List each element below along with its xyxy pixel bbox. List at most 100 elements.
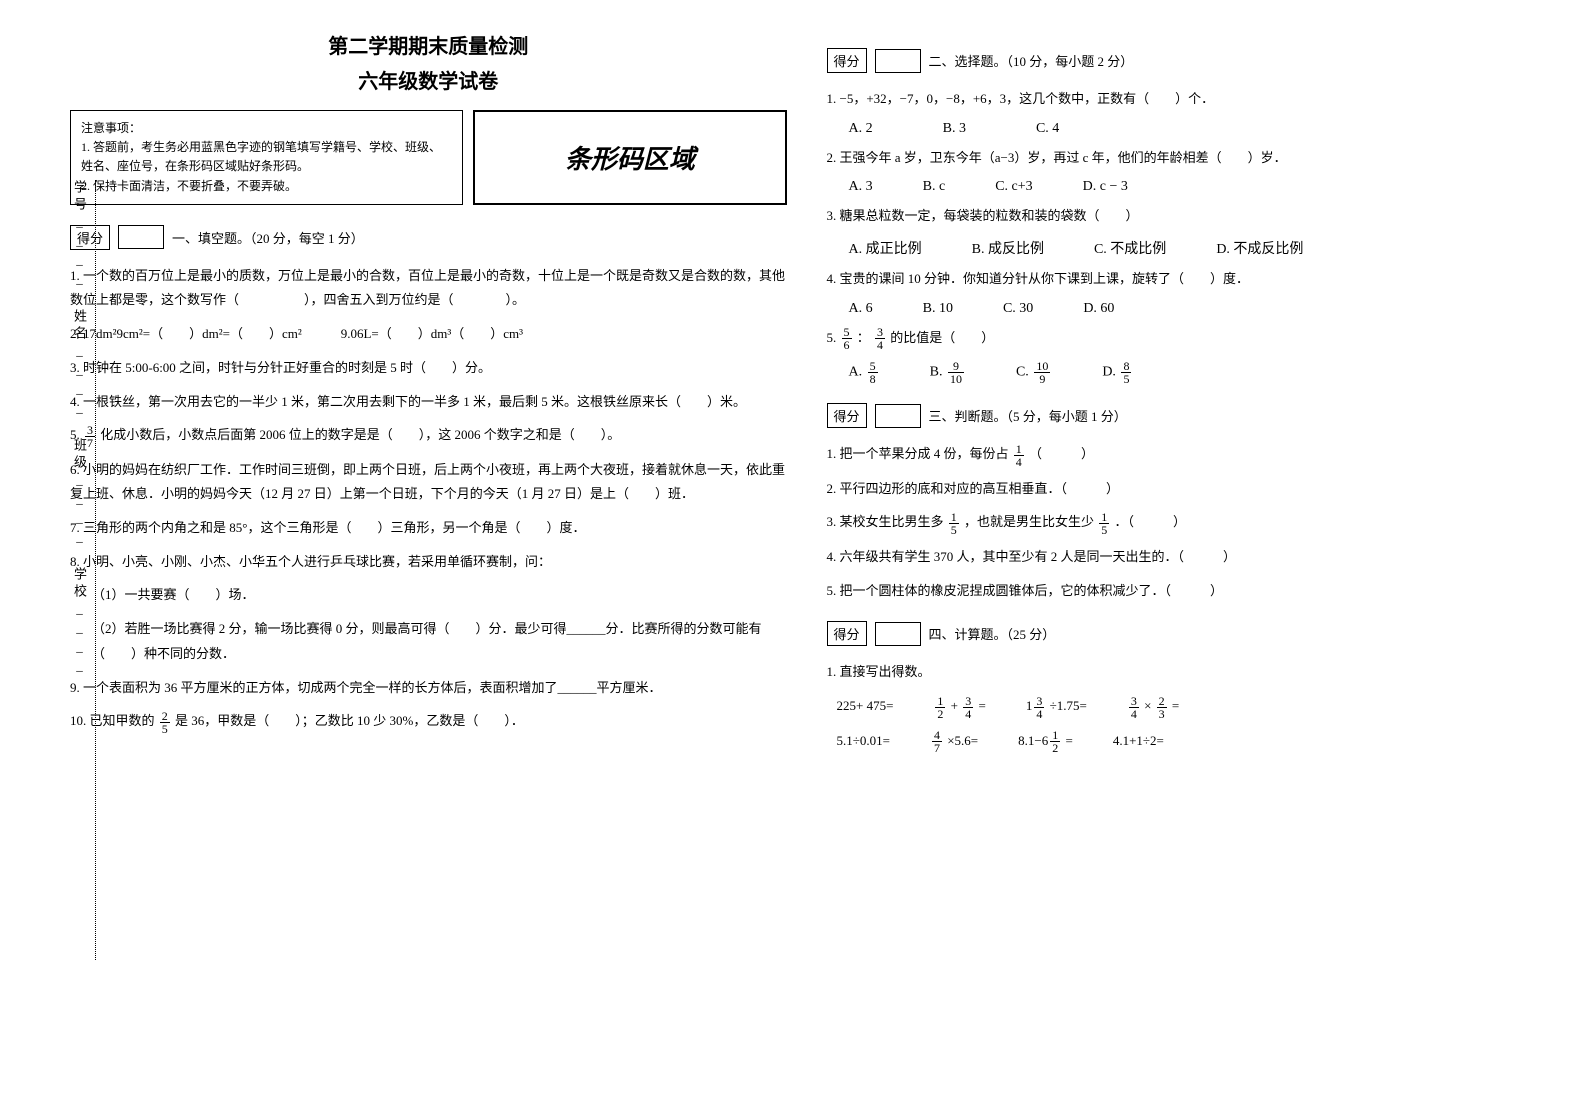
judge-q3-a: 3. 某校女生比男生多 <box>827 514 944 529</box>
fill-q5-b: 化成小数后，小数点后面第 2006 位上的数字是是（ ），这 2006 个数字之… <box>100 427 620 442</box>
binding-labels: 学号____ 姓名____ 班级____ 学校____ <box>72 180 87 677</box>
left-column: 第二学期期末质量检测 六年级数学试卷 注意事项： 1. 答题前，考生务必用蓝黑色… <box>70 30 787 763</box>
barcode-area: 条形码区域 <box>473 110 786 205</box>
opt-3a: A. 成正比例 <box>849 238 922 258</box>
fill-q1: 1. 一个数的百万位上是最小的质数，万位上是最小的合数，百位上是最小的奇数，十位… <box>70 264 787 313</box>
score-row-3: 得分 三、判断题。（5 分，每小题 1 分） <box>827 403 1544 428</box>
judge-q2: 2. 平行四边形的底和对应的高互相垂直．（ ） <box>827 477 1544 502</box>
notice-item-2: 2. 保持卡面清洁，不要折叠，不要弄破。 <box>81 177 452 196</box>
c1c: 134 ÷1.75= <box>1026 694 1087 720</box>
c1b: 12 + 34 = <box>933 694 985 720</box>
fill-q8: 8. 小明、小亮、小刚、小杰、小华五个人进行乒乓球比赛，若采用单循环赛制，问： <box>70 550 787 575</box>
judge-q5: 5. 把一个圆柱体的橡皮泥捏成圆锥体后，它的体积减少了．（ ） <box>827 579 1544 604</box>
opt-3c: C. 不成比例 <box>1094 238 1166 258</box>
calc-line-2: 5.1÷0.01= 47 ×5.6= 8.1−612 = 4.1+1÷2= <box>837 729 1544 755</box>
choice-q2: 2. 王强今年 a 岁，卫东今年（a−3）岁，再过 c 年，他们的年龄相差（ ）… <box>827 146 1544 171</box>
opt-4b: B. 10 <box>923 301 953 317</box>
opt-1a: A. 2 <box>849 121 873 137</box>
section-3-title: 三、判断题。（5 分，每小题 1 分） <box>929 406 1127 425</box>
fill-q7: 7. 三角形的两个内角之和是 85°，这个三角形是（ ）三角形，另一个角是（ ）… <box>70 516 787 541</box>
notice-heading: 注意事项： <box>81 119 452 138</box>
fill-q4: 4. 一根铁丝，第一次用去它的一半少 1 米，第二次用去剩下的一半多 1 米，最… <box>70 390 787 415</box>
binding-margin: 学号____ 姓名____ 班级____ 学校____ <box>70 180 96 960</box>
choice-q1-opts: A. 2 B. 3 C. 4 <box>849 121 1544 137</box>
choice-q3: 3. 糖果总粒数一定，每袋装的粒数和装的袋数（ ） <box>827 204 1544 229</box>
score-row-4: 得分 四、计算题。（25 分） <box>827 621 1544 646</box>
c1d: 34 × 23 = <box>1127 694 1179 720</box>
choice-q5-a: 5. <box>827 330 840 345</box>
opt-1c: C. 4 <box>1036 121 1059 137</box>
opt-5b: B. 910 <box>930 360 966 385</box>
calc-h1: 1. 直接写出得数。 <box>827 660 1544 685</box>
c2b: 47 ×5.6= <box>930 729 978 755</box>
title-line-1: 第二学期期末质量检测 <box>70 30 787 59</box>
score-label-4: 得分 <box>827 621 867 646</box>
c2d: 4.1+1÷2= <box>1113 729 1164 754</box>
opt-5a: A. 58 <box>849 360 880 385</box>
judge-q3-b: ，也就是男生比女生少 <box>964 514 1094 529</box>
frac-1-5a: 15 <box>949 511 959 536</box>
choice-q4-opts: A. 6 B. 10 C. 30 D. 60 <box>849 301 1544 317</box>
judge-q3-c: ．（ ） <box>1115 514 1187 529</box>
choice-q5-b: 的比值是（ ） <box>890 330 994 345</box>
c1a: 225+ 475= <box>837 694 894 719</box>
choice-q4: 4. 宝贵的课间 10 分钟．你知道分针从你下课到上课，旋转了（ ）度． <box>827 267 1544 292</box>
frac-1-5b: 15 <box>1099 511 1109 536</box>
section-1-title: 一、填空题。（20 分，每空 1 分） <box>172 228 364 247</box>
colon: ： <box>857 330 870 345</box>
fill-q6: 6. 小明的妈妈在纺织厂工作．工作时间三班倒，即上两个日班，后上两个小夜班，再上… <box>70 458 787 507</box>
score-label-3: 得分 <box>827 403 867 428</box>
score-box[interactable] <box>118 225 164 249</box>
opt-5c: C. 109 <box>1016 360 1052 385</box>
fill-q10: 10. 已知甲数的 25 是 36，甲数是（ ）；乙数比 10 少 30%，乙数… <box>70 709 787 735</box>
barcode-label: 条形码区域 <box>565 139 695 176</box>
judge-q1-a: 1. 把一个苹果分成 4 份，每份占 <box>827 446 1009 461</box>
fill-q9: 9. 一个表面积为 36 平方厘米的正方体，切成两个完全一样的长方体后，表面积增… <box>70 676 787 701</box>
score-box-3[interactable] <box>875 404 921 428</box>
choice-q1: 1. −5，+32，−7，0，−8，+6，3，这几个数中，正数有（ ）个． <box>827 87 1544 112</box>
title-line-2: 六年级数学试卷 <box>70 65 787 94</box>
section-4-title: 四、计算题。（25 分） <box>929 624 1056 643</box>
opt-4a: A. 6 <box>849 301 873 317</box>
judge-q1-b: （ ） <box>1029 446 1094 461</box>
c2c: 8.1−612 = <box>1018 729 1073 755</box>
notice-box: 注意事项： 1. 答题前，考生务必用蓝黑色字迹的钢笔填写学籍号、学校、班级、姓名… <box>70 110 463 205</box>
c2a: 5.1÷0.01= <box>837 729 890 754</box>
score-label-2: 得分 <box>827 48 867 73</box>
score-box-4[interactable] <box>875 622 921 646</box>
opt-2c: C. c+3 <box>995 179 1032 195</box>
right-column: 得分 二、选择题。（10 分，每小题 2 分） 1. −5，+32，−7，0，−… <box>827 30 1544 763</box>
fill-q10-b: 是 36，甲数是（ ）；乙数比 10 少 30%，乙数是（ ）． <box>175 713 524 728</box>
opt-2d: D. c − 3 <box>1083 179 1128 195</box>
fill-q8-2: （2）若胜一场比赛得 2 分，输一场比赛得 0 分，则最高可得（ ）分．最少可得… <box>92 617 787 666</box>
notice-item-1: 1. 答题前，考生务必用蓝黑色字迹的钢笔填写学籍号、学校、班级、姓名、座位号，在… <box>81 138 452 176</box>
choice-q5-opts: A. 58 B. 910 C. 109 D. 85 <box>849 360 1544 385</box>
choice-q3-opts: A. 成正比例 B. 成反比例 C. 不成比例 D. 不成反比例 <box>849 238 1544 258</box>
choice-q2-opts: A. 3 B. c C. c+3 D. c − 3 <box>849 179 1544 195</box>
fill-q3: 3. 时钟在 5:00-6:00 之间，时针与分针正好重合的时刻是 5 时（ ）… <box>70 356 787 381</box>
opt-5d: D. 85 <box>1102 360 1133 385</box>
opt-2a: A. 3 <box>849 179 873 195</box>
frac-2-5: 25 <box>160 710 170 735</box>
opt-4d: D. 60 <box>1083 301 1114 317</box>
judge-q3: 3. 某校女生比男生多 15 ，也就是男生比女生少 15 ．（ ） <box>827 510 1544 536</box>
judge-q4: 4. 六年级共有学生 370 人，其中至少有 2 人是同一天出生的．（ ） <box>827 545 1544 570</box>
opt-3d: D. 不成反比例 <box>1216 238 1303 258</box>
opt-1b: B. 3 <box>943 121 966 137</box>
fill-q8-1: （1）一共要赛（ ）场． <box>92 583 787 608</box>
opt-2b: B. c <box>923 179 946 195</box>
calc-line-1: 225+ 475= 12 + 34 = 134 ÷1.75= 34 × 23 = <box>837 694 1544 720</box>
fill-q5: 5. 37 化成小数后，小数点后面第 2006 位上的数字是是（ ），这 200… <box>70 423 787 449</box>
score-row-1: 得分 一、填空题。（20 分，每空 1 分） <box>70 225 787 250</box>
frac-1-4: 14 <box>1014 443 1024 468</box>
opt-3b: B. 成反比例 <box>972 238 1044 258</box>
score-row-2: 得分 二、选择题。（10 分，每小题 2 分） <box>827 48 1544 73</box>
fill-q2: 2. 17dm²9cm²=（ ）dm²=（ ）cm² 9.06L=（ ）dm³（… <box>70 322 787 347</box>
section-2-title: 二、选择题。（10 分，每小题 2 分） <box>929 51 1134 70</box>
score-box-2[interactable] <box>875 49 921 73</box>
frac-5-6: 56 <box>842 326 852 351</box>
opt-4c: C. 30 <box>1003 301 1033 317</box>
choice-q5: 5. 56 ： 34 的比值是（ ） <box>827 326 1544 352</box>
frac-3-4: 34 <box>875 326 885 351</box>
judge-q1: 1. 把一个苹果分成 4 份，每份占 14 （ ） <box>827 442 1544 468</box>
